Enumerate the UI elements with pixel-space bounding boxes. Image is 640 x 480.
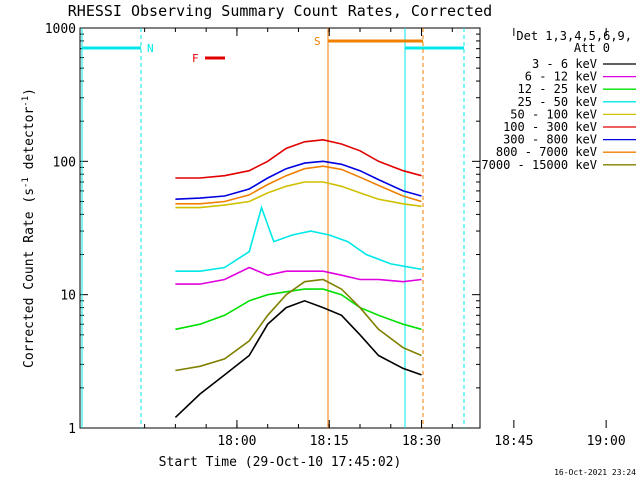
x-tick-label: 18:45 (494, 434, 533, 449)
series-line-6 (175, 160, 422, 200)
flag-f-label: F (192, 52, 199, 65)
series-line-2 (175, 288, 422, 331)
footer-date: 16-Oct-2021 23:24 (554, 468, 636, 477)
y-tick-label: 100 (53, 155, 76, 170)
y-tick-label: 1 (68, 422, 76, 437)
plot-frame (79, 27, 481, 429)
series-line-7 (175, 165, 422, 205)
series-line-4 (175, 181, 422, 209)
x-tick-label: 19:00 (587, 434, 626, 449)
flag-s-label: S (314, 35, 321, 48)
chart-title: RHESSI Observing Summary Count Rates, Co… (68, 2, 492, 20)
series-line-8 (175, 278, 422, 372)
flag-markers: N F S (81, 28, 465, 428)
legend-header-line2: Att 0 (574, 41, 610, 55)
y-tick-label: 1000 (45, 22, 76, 37)
legend-label: 25 - 50 keV (518, 95, 597, 109)
y-tick-label: 10 (60, 289, 76, 304)
legend-label: 7000 - 15000 keV (481, 158, 597, 172)
series-lines (174, 138, 422, 418)
flag-n-label: N (147, 42, 154, 55)
series-line-5 (175, 138, 422, 179)
legend-label: 6 - 12 keV (525, 70, 597, 84)
legend-label: 50 - 100 keV (510, 107, 597, 121)
y-axis-label: Corrected Count Rate (s-1 detector-1) (21, 88, 37, 368)
series-line-0 (174, 299, 422, 418)
series-line-3 (175, 204, 422, 273)
legend-label: 300 - 800 keV (503, 133, 597, 147)
x-tick-label: 18:30 (402, 434, 441, 449)
x-tick-label: 18:00 (217, 434, 256, 449)
x-tick-label: 18:15 (310, 434, 349, 449)
series-line-1 (175, 266, 422, 285)
y-axis-ticks: 1 10 100 1000 (45, 22, 480, 437)
legend-label: 100 - 300 keV (503, 120, 597, 134)
legend-label: 3 - 6 keV (532, 57, 597, 71)
x-axis-label: Start Time (29-Oct-10 17:45:02) (159, 455, 402, 470)
legend-header-line1: Det 1,3,4,5,6,9, (516, 29, 632, 43)
legend-label: 800 - 7000 keV (496, 145, 597, 159)
legend-label: 12 - 25 keV (518, 82, 597, 96)
